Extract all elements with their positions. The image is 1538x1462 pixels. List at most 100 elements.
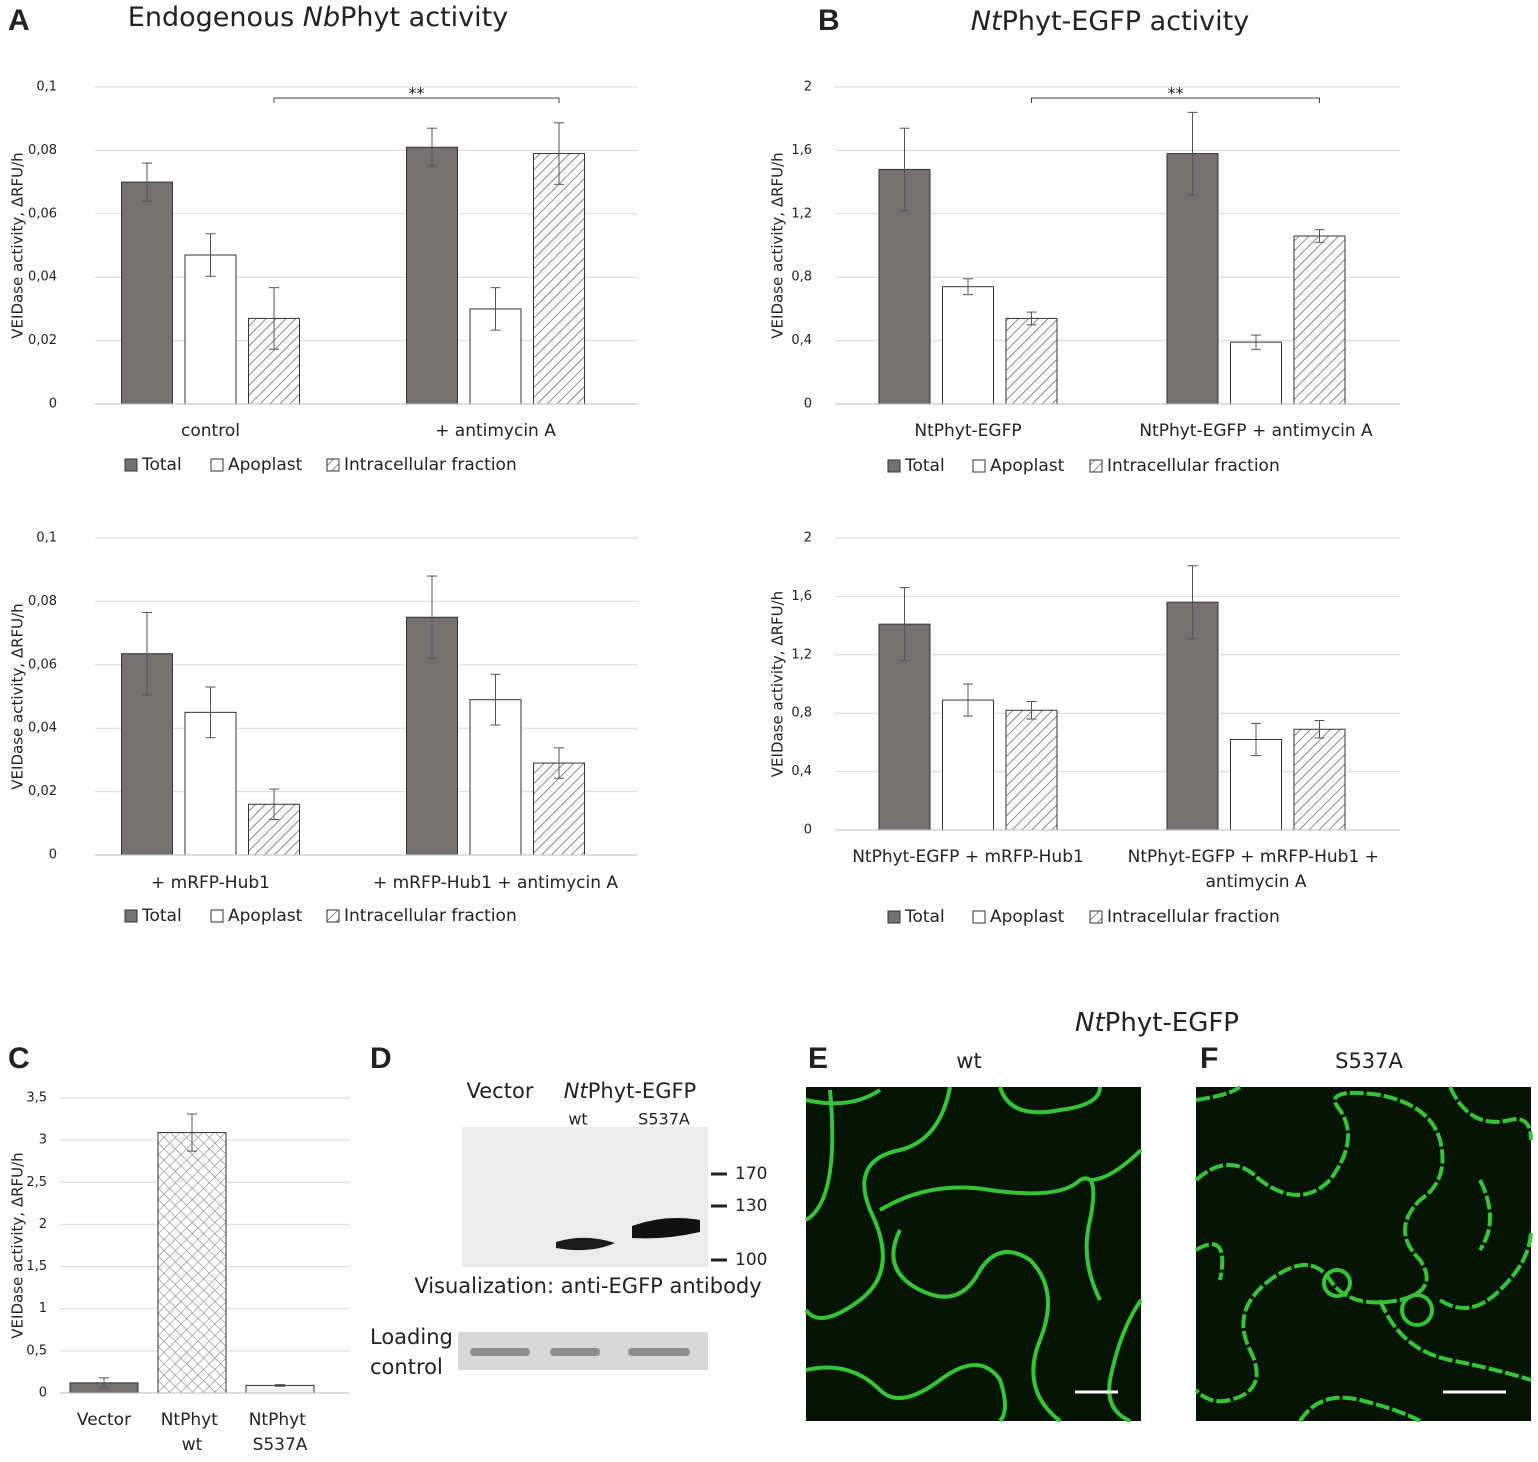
bar — [1005, 709, 1058, 831]
error-bar — [427, 127, 437, 167]
y-tick-label: 2 — [39, 1217, 47, 1232]
text-line: NtPhyt — [249, 1410, 312, 1430]
significance-bracket — [1031, 97, 1320, 103]
significance-label: ** — [1168, 84, 1184, 103]
y-tick-label: 0,02 — [28, 333, 57, 348]
label-part: Phyt-EGFP — [588, 1079, 697, 1103]
error-bar — [554, 122, 564, 185]
y-tick-label: 0 — [49, 397, 57, 412]
blot-band — [632, 1218, 700, 1239]
legend-swatch — [887, 910, 901, 924]
legend-swatch — [972, 910, 986, 924]
loading-band — [550, 1348, 600, 1356]
error-bar — [1026, 701, 1037, 720]
x-tick-label: + antimycin A — [435, 421, 556, 441]
bar — [184, 254, 237, 405]
blot-band — [556, 1237, 615, 1251]
y-tick-label: 0,1 — [36, 531, 57, 546]
error-bar — [427, 575, 437, 659]
panel-letter: D — [370, 1042, 392, 1075]
y-tick-label: 0 — [49, 848, 57, 863]
title-part: Phyt-EGFP activity — [1002, 6, 1250, 37]
text-line: Loading — [370, 1325, 460, 1349]
legend-swatch — [326, 458, 340, 472]
panel-letter: E — [808, 1042, 828, 1075]
title-part: Phyt activity — [340, 2, 508, 33]
y-tick-label: 0,08 — [28, 143, 57, 158]
y-tick-label: 0,06 — [28, 657, 57, 672]
legend-label: Apoplast — [228, 455, 303, 475]
y-tick-label: 0,04 — [28, 270, 57, 285]
y-tick-label: 0,02 — [28, 784, 57, 799]
error-bar — [490, 673, 501, 726]
legend-label: Intracellular fraction — [1107, 456, 1280, 476]
legend-swatch — [210, 909, 224, 923]
marker-label: 100 — [735, 1250, 767, 1270]
y-tick-label: 0,4 — [791, 764, 812, 779]
title-part: Nb — [303, 2, 340, 33]
legend-label: Total — [904, 456, 945, 476]
label-part: Nt — [1075, 1008, 1105, 1038]
y-tick-label: 0,1 — [36, 80, 57, 95]
legend-label: Apoplast — [990, 456, 1065, 476]
error-bar — [142, 162, 152, 202]
marker-label: 170 — [735, 1164, 767, 1184]
bar — [1230, 341, 1282, 405]
bar — [942, 286, 994, 405]
significance-label: ** — [409, 84, 425, 103]
blot-caption: Visualization: anti-EGFP antibody — [414, 1274, 761, 1298]
x-tick-label: NtPhyt wt — [161, 1410, 224, 1455]
error-bar — [269, 788, 279, 820]
marker-label: 130 — [735, 1196, 767, 1216]
lane-label: S537A — [638, 1110, 690, 1129]
error-bar — [1251, 334, 1261, 350]
error-bar — [554, 747, 564, 779]
micrograph — [804, 1086, 1143, 1423]
x-tick-label: NtPhyt-EGFP — [914, 421, 1021, 441]
micrograph — [1194, 1085, 1533, 1423]
error-bar — [899, 127, 910, 212]
y-tick-label: 0 — [804, 397, 812, 412]
y-tick-label: 1,2 — [791, 647, 812, 662]
legend-label: Apoplast — [990, 907, 1065, 927]
bar — [406, 146, 458, 405]
legend-swatch — [124, 458, 138, 472]
error-bar — [1314, 720, 1325, 739]
bar — [1293, 235, 1346, 405]
y-axis-label: VEIDase activity, ΔRFU/h — [9, 1152, 27, 1338]
chart-title: NtPhyt-EGFP activity — [971, 6, 1249, 37]
legend-label: Intracellular fraction — [344, 906, 517, 926]
error-bar — [490, 287, 501, 331]
y-tick-label: 2,5 — [26, 1175, 47, 1190]
lane-label: wt — [568, 1110, 587, 1129]
panel-letter: B — [818, 4, 840, 37]
text-line: wt — [182, 1435, 203, 1455]
error-bar — [1187, 111, 1198, 196]
y-tick-label: 3,5 — [26, 1091, 47, 1106]
y-tick-label: 2 — [804, 531, 812, 546]
legend-label: Total — [141, 906, 182, 926]
error-bar — [1251, 722, 1261, 757]
bar — [942, 699, 994, 831]
y-tick-label: 1,6 — [791, 143, 812, 158]
error-bar — [1026, 311, 1037, 326]
x-tick-label: NtPhyt-EGFP + antimycin A — [1139, 421, 1373, 441]
y-tick-label: 0,8 — [791, 270, 812, 285]
label-part: Nt — [564, 1079, 589, 1103]
y-tick-label: 1 — [39, 1301, 47, 1316]
legend-swatch — [1089, 459, 1103, 473]
y-axis-label: VEIDase activity, ΔRFU/h — [769, 152, 787, 338]
panel-letter: C — [8, 1042, 30, 1075]
x-tick-label: NtPhyt-EGFP + mRFP-Hub1 + antimycin A — [1128, 847, 1385, 892]
error-bar — [1187, 565, 1198, 640]
panel-letter: A — [8, 4, 30, 37]
panel-letter: F — [1200, 1042, 1218, 1075]
bar — [469, 699, 522, 856]
y-tick-label: 0,06 — [28, 206, 57, 221]
lane-label: Vector — [467, 1079, 534, 1103]
y-tick-label: 2 — [804, 80, 812, 95]
chart-title: Endogenous NbPhyt activity — [128, 2, 508, 33]
y-axis-label: VEIDase activity, ΔRFU/h — [769, 591, 787, 777]
error-bar — [187, 1113, 197, 1152]
